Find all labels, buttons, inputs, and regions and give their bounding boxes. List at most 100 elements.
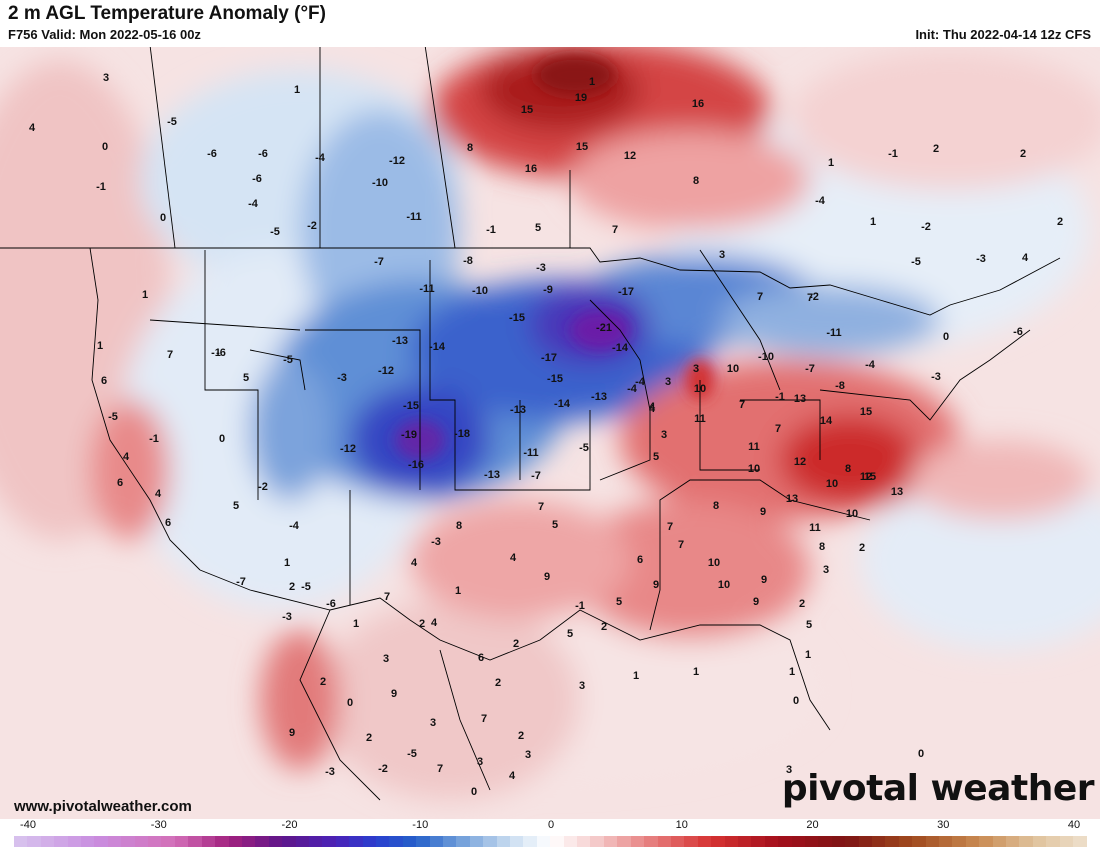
anomaly-value-label: 4 bbox=[1022, 252, 1029, 264]
anomaly-value-label: -7 bbox=[531, 470, 541, 482]
anomaly-value-label: 8 bbox=[467, 142, 473, 154]
anomaly-value-label: 10 bbox=[846, 508, 858, 520]
anomaly-value-label: -17 bbox=[618, 286, 634, 298]
anomaly-value-label: 5 bbox=[233, 500, 239, 512]
anomaly-value-label: -3 bbox=[536, 262, 546, 274]
anomaly-value-label: 13 bbox=[794, 393, 806, 405]
anomaly-value-label: 1 bbox=[97, 340, 103, 352]
colorbar-swatch bbox=[617, 836, 631, 847]
colorbar-swatch bbox=[630, 836, 645, 847]
colorbar-swatches bbox=[14, 836, 1087, 847]
anomaly-value-label: 4 bbox=[649, 403, 656, 415]
colorbar-swatch bbox=[121, 836, 135, 847]
anomaly-value-label: 1 bbox=[828, 157, 834, 169]
anomaly-value-label: 1 bbox=[294, 84, 300, 96]
anomaly-value-label: -10 bbox=[472, 285, 488, 297]
colorbar-ticks: -40 -30 -20 -10 0 10 20 30 40 bbox=[0, 819, 1100, 833]
colorbar-swatch bbox=[174, 836, 189, 847]
colorbar-swatch bbox=[912, 836, 926, 847]
anomaly-value-label: 15 bbox=[576, 141, 588, 153]
colorbar-swatch bbox=[778, 836, 792, 847]
temperature-anomaly-map[interactable]: 3 1 4 -5 0 -6 -6 -4 -1 -6 0 -4 -5 -2 -12 -10 -11 -1 5 15 19 1… bbox=[0, 47, 1100, 819]
anomaly-value-label: -4 bbox=[248, 198, 259, 210]
anomaly-value-label: -13 bbox=[484, 469, 500, 481]
colorbar-swatch bbox=[1073, 836, 1087, 847]
anomaly-value-label: 6 bbox=[165, 517, 171, 529]
anomaly-value-label: 10 bbox=[826, 478, 838, 490]
colorbar-swatch bbox=[496, 836, 511, 847]
anomaly-value-label: 8 bbox=[456, 520, 462, 532]
colorbar-swatch bbox=[40, 836, 55, 847]
colorbar-swatch bbox=[268, 836, 283, 847]
anomaly-value-label: -5 bbox=[579, 442, 589, 454]
colorbar-swatch bbox=[295, 836, 309, 847]
colorbar-tick: 0 bbox=[547, 819, 555, 831]
anomaly-value-label: -5 bbox=[108, 411, 118, 423]
colorbar-swatch bbox=[577, 836, 591, 847]
anomaly-value-label: 4 bbox=[411, 557, 418, 569]
anomaly-value-label: 1 bbox=[142, 289, 148, 301]
anomaly-value-label: 1 bbox=[870, 216, 876, 228]
anomaly-value-label: -3 bbox=[282, 611, 292, 623]
anomaly-value-label: 7 bbox=[384, 591, 390, 603]
colorbar-swatch bbox=[751, 836, 765, 847]
anomaly-value-label: 5 bbox=[243, 372, 249, 384]
anomaly-value-label: 16 bbox=[525, 163, 537, 175]
anomaly-value-label: 2 bbox=[419, 618, 425, 630]
colorbar-swatch bbox=[737, 836, 752, 847]
anomaly-value-label: 6 bbox=[101, 375, 107, 387]
colorbar-swatch bbox=[469, 836, 484, 847]
anomaly-cores bbox=[395, 55, 714, 460]
anomaly-value-label: 11 bbox=[809, 522, 821, 534]
anomaly-value-label: -1 bbox=[149, 433, 159, 445]
colorbar-swatch bbox=[27, 836, 41, 847]
colorbar-swatch bbox=[724, 836, 738, 847]
anomaly-value-label: -13 bbox=[510, 404, 526, 416]
map-title: 2 m AGL Temperature Anomaly (°F) bbox=[8, 3, 326, 24]
colorbar-swatch bbox=[1059, 836, 1074, 847]
colorbar-tick: 20 bbox=[806, 819, 819, 831]
anomaly-value-label: 4 bbox=[431, 617, 438, 629]
anomaly-value-label: 3 bbox=[103, 72, 109, 84]
anomaly-value-label: 9 bbox=[391, 688, 397, 700]
colorbar-swatch bbox=[858, 836, 872, 847]
anomaly-value-label: 4 bbox=[29, 122, 36, 134]
anomaly-value-label: 0 bbox=[102, 141, 108, 153]
colorbar-swatch bbox=[349, 836, 363, 847]
anomaly-field bbox=[0, 47, 1100, 800]
anomaly-value-label: 1 bbox=[789, 666, 795, 678]
anomaly-value-label: -7 bbox=[236, 576, 246, 588]
colorbar-swatch bbox=[603, 836, 618, 847]
anomaly-value-label: 5 bbox=[535, 222, 541, 234]
anomaly-value-label: 2 bbox=[289, 581, 295, 593]
anomaly-value-label: 2 bbox=[513, 638, 519, 650]
colorbar-swatch bbox=[107, 836, 122, 847]
colorbar-swatch bbox=[94, 836, 108, 847]
colorbar-swatch bbox=[429, 836, 443, 847]
website-url[interactable]: www.pivotalweather.com bbox=[14, 798, 192, 815]
anomaly-value-label: 10 bbox=[694, 383, 706, 395]
colorbar-swatch bbox=[831, 836, 846, 847]
anomaly-value-label: 2 bbox=[518, 730, 524, 742]
anomaly-value-label: 9 bbox=[289, 727, 295, 739]
anomaly-value-label: -15 bbox=[547, 373, 563, 385]
anomaly-value-label: 3 bbox=[719, 249, 725, 261]
colorbar-swatch bbox=[536, 836, 551, 847]
colorbar-swatch bbox=[134, 836, 149, 847]
anomaly-value-label: 5 bbox=[653, 451, 659, 463]
anomaly-value-label: -1 bbox=[486, 224, 496, 236]
anomaly-value-label: 12 bbox=[624, 150, 636, 162]
anomaly-value-label: 15 bbox=[864, 471, 876, 483]
anomaly-value-label: 0 bbox=[793, 695, 799, 707]
anomaly-value-label: -4 bbox=[289, 520, 300, 532]
anomaly-value-label: -4 bbox=[815, 195, 826, 207]
colorbar-swatch bbox=[67, 836, 82, 847]
anomaly-value-label: -5 bbox=[911, 256, 921, 268]
anomaly-value-label: 7 bbox=[807, 292, 813, 304]
anomaly-value-label: -12 bbox=[340, 443, 356, 455]
anomaly-value-label: -21 bbox=[596, 322, 612, 334]
anomaly-value-label: -1 bbox=[96, 181, 106, 193]
colorbar-swatch bbox=[416, 836, 430, 847]
anomaly-value-label: 12 bbox=[860, 471, 872, 483]
anomaly-value-label: 1 bbox=[805, 649, 811, 661]
